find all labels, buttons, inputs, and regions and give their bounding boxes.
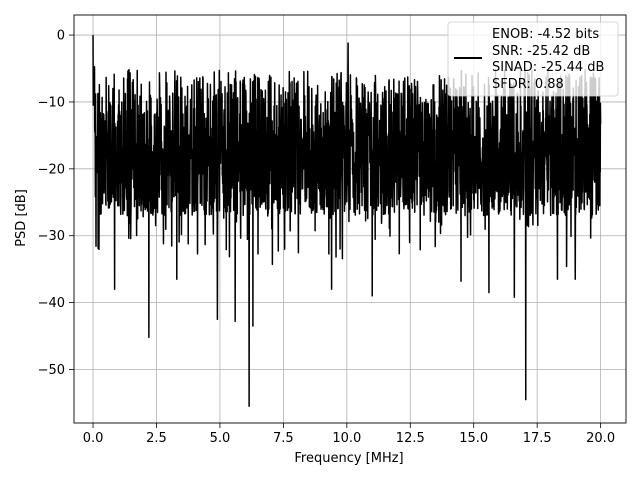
x-tick-label: 17.5 [523, 431, 552, 446]
legend-entry-snr: SNR: -25.42 dB [492, 44, 590, 59]
x-tick-label: 2.5 [146, 431, 167, 446]
legend-entry-sfdr: SFDR: 0.88 [492, 77, 564, 92]
y-tick-label: −10 [38, 95, 65, 110]
x-tick-label: 20.0 [586, 431, 615, 446]
x-tick-label: 10.0 [332, 431, 361, 446]
legend: ENOB: -4.52 bits SNR: -25.42 dB SINAD: -… [447, 21, 619, 97]
x-axis-ticks: 0.0 2.5 5.0 7.5 10.0 12.5 15.0 17.5 20.0 [83, 423, 615, 446]
y-tick-label: −20 [38, 162, 65, 177]
x-tick-label: 5.0 [210, 431, 231, 446]
y-tick-label: −30 [38, 229, 65, 244]
y-tick-label: 0 [57, 29, 65, 44]
x-tick-label: 15.0 [459, 431, 488, 446]
x-tick-label: 0.0 [83, 431, 104, 446]
plot-frame [73, 14, 627, 424]
y-tick-label: −40 [38, 296, 65, 311]
y-axis-ticks: 0 −10 −20 −30 −40 −50 [38, 29, 74, 378]
x-axis-label: Frequency [MHz] [294, 451, 403, 466]
psd-series-line [92, 35, 602, 408]
y-tick-label: −50 [38, 363, 65, 378]
x-tick-label: 7.5 [273, 431, 294, 446]
x-tick-label: 12.5 [396, 431, 425, 446]
legend-entry-enob: ENOB: -4.52 bits [492, 27, 599, 42]
legend-box [447, 21, 619, 97]
y-axis-label: PSD [dB] [14, 189, 29, 247]
data-layer [92, 35, 602, 408]
legend-entry-sinad: SINAD: -25.44 dB [492, 60, 604, 75]
